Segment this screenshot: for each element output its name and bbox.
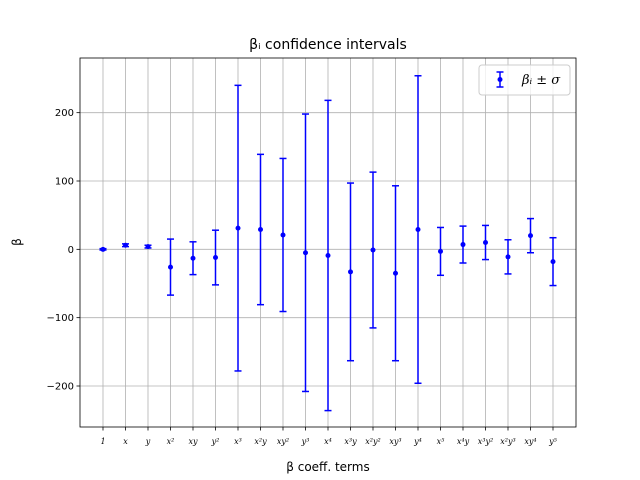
data-point	[190, 255, 196, 261]
data-point	[258, 227, 263, 233]
x-tick-label: x	[123, 437, 128, 446]
data-point	[235, 225, 241, 231]
data-point	[123, 242, 128, 248]
data-point	[393, 270, 398, 276]
y-tick-label: −100	[47, 313, 74, 324]
x-tick-label: x⁴y	[457, 437, 470, 446]
y-tick-label: −200	[47, 382, 74, 393]
data-point	[528, 233, 533, 239]
x-tick-label: x²y³	[500, 437, 515, 446]
data-point	[415, 227, 421, 233]
data-point	[550, 259, 556, 265]
x-tick-label: x³y²	[478, 437, 493, 446]
x-tick-label: x⁴	[324, 437, 332, 446]
x-tick-label: xy²	[277, 437, 289, 446]
x-tick-label: x²	[167, 437, 175, 446]
data-point	[438, 248, 443, 254]
x-tick-label: xy	[188, 437, 198, 446]
data-point	[483, 240, 488, 245]
y-axis-label: β	[10, 238, 24, 246]
x-tick-label: y⁴	[413, 437, 422, 446]
x-tick-label: y⁵	[548, 437, 558, 446]
data-point	[100, 246, 106, 252]
x-tick-label: xy⁴	[524, 437, 536, 446]
data-point	[325, 252, 331, 258]
data-point	[213, 255, 218, 261]
data-point	[145, 244, 151, 250]
x-axis: 1 x y x² xy y² x³ x²y xy² y³ x⁴ x³y x²y² xy³ y⁴ x⁵ x⁴y x³…	[100, 427, 558, 446]
x-tick-label: y²	[211, 437, 220, 446]
x-tick-label: x³y	[344, 437, 357, 446]
x-tick-label: x⁵	[437, 437, 446, 446]
data-point	[460, 242, 466, 248]
data-point	[370, 247, 376, 253]
x-tick-label: x²y²	[365, 437, 380, 446]
legend-label: βᵢ ± σ	[521, 73, 561, 88]
x-tick-label: y	[145, 437, 151, 446]
data-point	[303, 250, 308, 256]
y-tick-label: 200	[55, 108, 74, 119]
data-point	[348, 269, 353, 275]
legend-marker	[497, 77, 503, 82]
data-point	[280, 232, 286, 238]
x-tick-label: x²y	[254, 437, 267, 446]
y-tick-label: 0	[68, 245, 74, 256]
chart-title: βᵢ confidence intervals	[249, 37, 407, 53]
x-tick-label: x³	[234, 437, 242, 446]
x-tick-label: xy³	[389, 437, 401, 446]
data-point	[168, 264, 173, 270]
x-axis-label: β coeff. terms	[286, 460, 369, 474]
y-tick-label: 100	[55, 177, 74, 188]
x-tick-label: y³	[301, 437, 310, 446]
y-axis: −200 −100 0 100 200	[47, 108, 80, 393]
data-point	[505, 254, 511, 260]
x-tick-label: 1	[100, 437, 105, 446]
data-series	[99, 75, 557, 412]
legend: βᵢ ± σ	[478, 64, 571, 96]
